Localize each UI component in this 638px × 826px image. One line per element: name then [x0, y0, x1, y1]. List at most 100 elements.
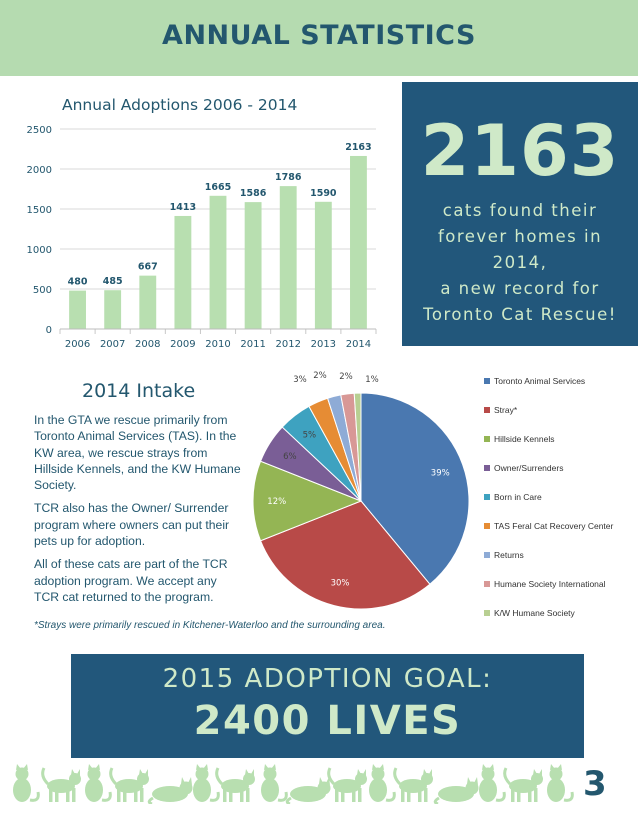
intake-title: 2014 Intake — [82, 380, 196, 402]
legend-swatch — [484, 378, 490, 384]
pie-value-label: 30% — [331, 579, 350, 589]
highlight-caption: cats found their forever homes in 2014, … — [402, 198, 638, 328]
pie-value-label: 12% — [267, 497, 286, 507]
y-tick-label: 2500 — [27, 125, 52, 136]
bar — [209, 195, 227, 329]
bar — [69, 290, 86, 329]
pie-value-label: 6% — [283, 452, 297, 462]
bar-value-label: 2163 — [345, 142, 371, 153]
y-tick-label: 2000 — [27, 165, 52, 176]
pie-value-label: 3% — [293, 375, 307, 385]
intake-pie-chart: 39% 30% 12% 6% 5% 3% 2% 2% 1% Toronto Animal Serv… — [252, 371, 614, 618]
bar-value-label: 485 — [103, 276, 123, 287]
pie-slice — [360, 392, 470, 585]
x-tick-label: 2010 — [205, 339, 230, 350]
legend-swatch — [484, 523, 490, 529]
text-line: Hillside Kennels, and the KW Humane — [34, 461, 241, 476]
bar — [139, 275, 157, 329]
legend-label: Born in Care — [494, 492, 542, 502]
pie-slice — [259, 500, 431, 610]
cat-silhouette — [193, 764, 220, 802]
text-line: pets up for adoption. — [34, 534, 146, 549]
text-line: TCR cat returned to the program. — [34, 589, 214, 604]
annual-adoptions-chart: Annual Adoptions 2006 - 2014 0 500 1000 1500… — [27, 96, 377, 350]
cat-silhouette — [85, 764, 112, 802]
bar — [350, 155, 367, 329]
legend-swatch — [484, 407, 490, 413]
x-tick-label: 2014 — [346, 339, 371, 350]
bar-value-label: 667 — [138, 262, 158, 273]
caption-line: 2014, — [492, 253, 548, 272]
strays-footnote: *Strays were primarily rescued in Kitche… — [34, 620, 386, 631]
legend-swatch — [484, 436, 490, 442]
cat-silhouette — [547, 764, 574, 802]
legend-label: TAS Feral Cat Recovery Center — [494, 521, 614, 531]
page-number: 3 — [583, 764, 607, 804]
cat-silhouette — [369, 764, 396, 802]
text-line: In the GTA we rescue primarily from — [34, 413, 228, 427]
cat-silhouette — [41, 767, 81, 802]
intake-paragraph: TCR also has the Owner/ Surrender progra… — [34, 500, 260, 549]
cat-silhouette — [261, 764, 288, 802]
text-line: adoption program. We accept any — [34, 573, 217, 588]
legend-label: Stray* — [494, 405, 518, 415]
legend-label: Toronto Animal Services — [494, 376, 585, 386]
header-banner: ANNUAL STATISTICS — [0, 0, 638, 76]
x-tick-label: 2013 — [311, 339, 336, 350]
pie-slice — [353, 392, 362, 502]
bar-value-label: 1590 — [310, 188, 337, 199]
caption-line: forever homes in — [437, 227, 603, 246]
cat-silhouette — [215, 767, 255, 802]
bar — [314, 201, 332, 329]
legend-label: K/W Humane Society — [494, 608, 576, 618]
bar-value-label: 480 — [68, 277, 88, 288]
bar — [279, 186, 297, 329]
cat-silhouettes-icon — [13, 764, 574, 804]
y-tick-label: 0 — [46, 325, 52, 336]
bar — [174, 215, 192, 329]
pie-slice — [252, 460, 363, 542]
legend-swatch — [484, 581, 490, 587]
legend-swatch — [484, 552, 490, 558]
x-tick-label: 2009 — [170, 339, 195, 350]
pie-value-label: 1% — [365, 375, 379, 385]
cat-silhouette — [393, 767, 433, 802]
x-tick-label: 2012 — [275, 339, 300, 350]
highlight-box: 2163 cats found their forever homes in 2… — [402, 82, 638, 346]
legend-swatch — [484, 494, 490, 500]
intake-description: In the GTA we rescue primarily from Toro… — [34, 412, 260, 612]
x-tick-label: 2008 — [135, 339, 160, 350]
intake-paragraph: All of these cats are part of the TCR ad… — [34, 556, 260, 605]
y-tick-label: 500 — [33, 285, 52, 296]
bar-value-label: 1586 — [240, 188, 267, 199]
cat-silhouette — [503, 767, 543, 802]
cat-silhouette — [327, 767, 367, 802]
x-tick-label: 2011 — [240, 339, 265, 350]
text-line: Toronto Animal Services (TAS). In the — [34, 429, 237, 444]
legend-label: Hillside Kennels — [494, 434, 554, 444]
cat-silhouette — [285, 777, 331, 804]
y-tick-label: 1500 — [27, 205, 52, 216]
cat-silhouette — [109, 767, 149, 802]
text-line: Society. — [34, 478, 77, 493]
bar-value-label: 1786 — [275, 172, 302, 183]
legend-swatch — [484, 610, 490, 616]
pie-value-label: 39% — [431, 468, 450, 478]
bar-value-label: 1413 — [170, 202, 196, 213]
text-line: TCR also has the Owner/ Surrender — [34, 501, 229, 516]
bar — [244, 202, 262, 329]
text-line: KW area, we rescue strays from — [34, 445, 208, 460]
cat-silhouette — [479, 764, 506, 802]
cat-silhouette — [147, 777, 193, 804]
intake-paragraph: In the GTA we rescue primarily from Toro… — [34, 412, 260, 493]
y-tick-label: 1000 — [27, 245, 52, 256]
pie-value-label: 2% — [313, 371, 327, 381]
pie-value-label: 5% — [303, 430, 317, 440]
goal-banner: 2015 ADOPTION GOAL: 2400 LIVES — [71, 654, 584, 758]
cat-silhouette — [13, 764, 40, 802]
legend-label: Returns — [494, 550, 524, 560]
text-line: All of these cats are part of the TCR — [34, 557, 228, 572]
x-tick-label: 2007 — [100, 339, 125, 350]
highlight-number: 2163 — [420, 110, 620, 192]
bar-value-label: 1665 — [205, 182, 231, 193]
